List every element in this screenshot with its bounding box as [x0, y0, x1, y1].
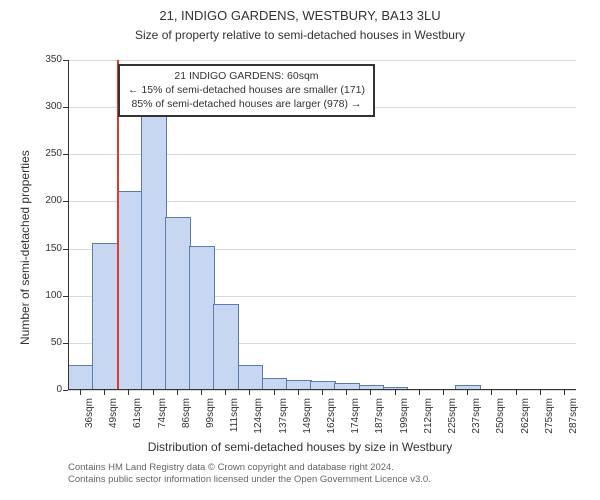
attribution: Contains HM Land Registry data © Crown c… — [68, 462, 431, 487]
histogram-bar — [117, 191, 143, 390]
info-line-2: ← 15% of semi-detached houses are smalle… — [128, 83, 365, 97]
y-tick-mark — [63, 60, 68, 61]
x-tick-mark — [128, 390, 129, 395]
x-tick-mark — [516, 390, 517, 395]
x-tick-mark — [201, 390, 202, 395]
x-tick-label: 86sqm — [181, 398, 192, 442]
x-tick-mark — [322, 390, 323, 395]
attribution-line-2: Contains public sector information licen… — [68, 474, 431, 486]
x-tick-mark — [225, 390, 226, 395]
chart-container: 21, INDIGO GARDENS, WESTBURY, BA13 3LU S… — [0, 0, 600, 500]
y-tick-mark — [63, 249, 68, 250]
x-tick-label: 111sqm — [229, 398, 240, 442]
x-tick-label: 275sqm — [544, 398, 555, 442]
info-box: 21 INDIGO GARDENS: 60sqm ← 15% of semi-d… — [118, 64, 375, 117]
histogram-bar — [141, 116, 167, 390]
chart-title: 21, INDIGO GARDENS, WESTBURY, BA13 3LU — [0, 8, 600, 23]
histogram-bar — [238, 365, 264, 390]
y-tick-label: 200 — [32, 195, 62, 206]
chart-subtitle: Size of property relative to semi-detach… — [0, 28, 600, 42]
x-tick-label: 36sqm — [84, 398, 95, 442]
info-line-1: 21 INDIGO GARDENS: 60sqm — [128, 69, 365, 83]
x-tick-label: 212sqm — [423, 398, 434, 442]
x-tick-label: 137sqm — [278, 398, 289, 442]
y-tick-mark — [63, 390, 68, 391]
y-tick-label: 250 — [32, 148, 62, 159]
histogram-bar — [68, 365, 94, 390]
x-tick-mark — [395, 390, 396, 395]
x-tick-mark — [491, 390, 492, 395]
x-tick-label: 287sqm — [568, 398, 579, 442]
histogram-bar — [92, 243, 118, 390]
x-tick-label: 174sqm — [350, 398, 361, 442]
y-tick-label: 300 — [32, 101, 62, 112]
x-tick-mark — [370, 390, 371, 395]
x-tick-label: 74sqm — [157, 398, 168, 442]
x-tick-label: 250sqm — [495, 398, 506, 442]
x-tick-mark — [467, 390, 468, 395]
y-tick-label: 150 — [32, 243, 62, 254]
info-line-3: 85% of semi-detached houses are larger (… — [128, 97, 365, 111]
x-tick-mark — [153, 390, 154, 395]
y-tick-mark — [63, 154, 68, 155]
x-tick-mark — [274, 390, 275, 395]
x-tick-mark — [346, 390, 347, 395]
attribution-line-1: Contains HM Land Registry data © Crown c… — [68, 462, 431, 474]
histogram-bar — [189, 246, 215, 390]
x-tick-label: 199sqm — [399, 398, 410, 442]
x-tick-mark — [80, 390, 81, 395]
y-tick-label: 350 — [32, 54, 62, 65]
x-tick-label: 124sqm — [253, 398, 264, 442]
histogram-bar — [213, 304, 239, 390]
x-axis-label: Distribution of semi-detached houses by … — [0, 440, 600, 454]
x-tick-label: 187sqm — [374, 398, 385, 442]
x-tick-mark — [443, 390, 444, 395]
y-tick-label: 100 — [32, 290, 62, 301]
y-tick-label: 50 — [32, 337, 62, 348]
x-tick-label: 162sqm — [326, 398, 337, 442]
y-axis-label: Number of semi-detached properties — [18, 150, 32, 345]
x-tick-label: 49sqm — [108, 398, 119, 442]
x-tick-mark — [564, 390, 565, 395]
x-tick-label: 61sqm — [132, 398, 143, 442]
y-tick-mark — [63, 296, 68, 297]
x-tick-label: 99sqm — [205, 398, 216, 442]
y-tick-mark — [63, 107, 68, 108]
y-tick-label: 0 — [32, 384, 62, 395]
y-axis-line — [68, 60, 69, 390]
x-tick-mark — [540, 390, 541, 395]
histogram-bar — [165, 217, 191, 390]
x-tick-mark — [249, 390, 250, 395]
x-tick-mark — [419, 390, 420, 395]
x-tick-mark — [104, 390, 105, 395]
x-tick-label: 149sqm — [302, 398, 313, 442]
y-tick-mark — [63, 201, 68, 202]
grid-line — [68, 60, 576, 61]
y-tick-mark — [63, 343, 68, 344]
x-tick-mark — [177, 390, 178, 395]
x-tick-label: 262sqm — [520, 398, 531, 442]
x-tick-label: 225sqm — [447, 398, 458, 442]
x-tick-label: 237sqm — [471, 398, 482, 442]
x-tick-mark — [298, 390, 299, 395]
